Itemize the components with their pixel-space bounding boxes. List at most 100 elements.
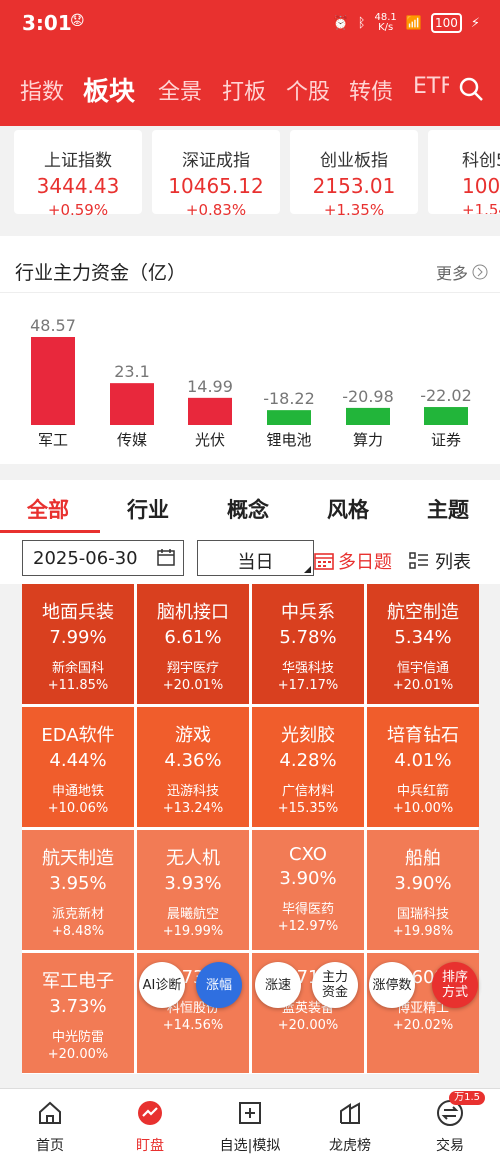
tile-sector-pct: 3.90% bbox=[279, 868, 337, 889]
nav-tab-bond[interactable]: 转债 bbox=[349, 80, 394, 105]
seg-tab-industry[interactable]: 行业 bbox=[127, 498, 169, 522]
index-name: 深证成指 bbox=[182, 151, 250, 171]
index-change: +0.83% bbox=[185, 201, 247, 219]
bottom-nav-trade[interactable]: 交易 万1.5 bbox=[405, 1089, 495, 1159]
fund-more-link[interactable]: 更多 bbox=[436, 260, 488, 284]
dropdown-corner-icon bbox=[304, 566, 311, 573]
tile-sector-name: 军工电子 bbox=[42, 971, 114, 992]
index-value: 3444.43 bbox=[36, 174, 120, 198]
multi-day-toggle[interactable]: 多日题 bbox=[314, 548, 392, 574]
index-card-cyb[interactable]: 创业板指 2153.01 +1.35% bbox=[290, 130, 418, 219]
index-card-sh[interactable]: 上证指数 3444.43 +0.59% bbox=[14, 130, 142, 219]
fund-flow-panel: 行业主力资金（亿） 更多 48.57 军工 23.1 传媒 14.99 光伏 -18.22 锂… bbox=[0, 236, 500, 464]
sector-tile[interactable]: 中兵系 5.78% 华强科技 +17.17% bbox=[252, 584, 364, 704]
sector-tile[interactable]: 游戏 4.36% 迅游科技 +13.24% bbox=[137, 707, 249, 827]
nav-tab-stock[interactable]: 个股 bbox=[286, 80, 331, 105]
list-view-toggle[interactable]: 列表 bbox=[409, 548, 471, 574]
chevron-right-icon bbox=[472, 264, 488, 280]
sector-tile[interactable]: 航天制造 3.95% 派克新材 +8.48% bbox=[22, 830, 134, 950]
tile-sector-name: 航空制造 bbox=[387, 602, 459, 623]
bar-category-label: 证券 bbox=[431, 431, 461, 449]
period-select[interactable]: 当日 bbox=[197, 540, 314, 576]
sort-by-limit-label: 涨停数 bbox=[372, 977, 412, 993]
tile-lead-stock: 派克新材 bbox=[51, 907, 104, 922]
index-change: +1.54 bbox=[462, 201, 500, 214]
tile-lead-stock-pct: +8.48% bbox=[51, 924, 105, 939]
sector-tile[interactable]: 地面兵装 7.99% 新余国科 +11.85% bbox=[22, 584, 134, 704]
search-icon[interactable] bbox=[458, 76, 484, 102]
tile-lead-stock: 恒宇信通 bbox=[396, 661, 449, 676]
tile-lead-stock: 国瑞科技 bbox=[396, 907, 449, 922]
bar-value-label: 23.1 bbox=[114, 362, 150, 381]
building-icon bbox=[340, 1102, 360, 1124]
notification-icon: 😟 bbox=[70, 13, 85, 29]
tile-sector-pct: 4.01% bbox=[394, 750, 452, 771]
net-speed-value: 48.1 bbox=[374, 12, 397, 23]
segment-tabs: 全部 行业 概念 风格 主题 bbox=[0, 480, 500, 536]
add-square-icon bbox=[239, 1102, 261, 1124]
bottom-nav-watch[interactable]: 盯盘 bbox=[105, 1089, 195, 1159]
sector-heatmap: 地面兵装 7.99% 新余国科 +11.85% 脑机接口 6.61% 翔宇医疗 +20.01%… bbox=[22, 584, 479, 1074]
wifi-icon: 📶 bbox=[405, 15, 422, 31]
seg-tab-theme[interactable]: 主题 bbox=[427, 498, 469, 522]
active-tab-underline bbox=[0, 530, 100, 533]
seg-tab-concept[interactable]: 概念 bbox=[227, 498, 269, 522]
nav-tab-limit[interactable]: 打板 bbox=[222, 80, 267, 105]
tile-sector-name: 中兵系 bbox=[281, 602, 335, 623]
bottom-nav-label: 首页 bbox=[36, 1138, 64, 1154]
tile-sector-pct: 4.36% bbox=[164, 750, 222, 771]
sector-tile[interactable]: 光刻胶 4.28% 广信材料 +15.35% bbox=[252, 707, 364, 827]
tile-lead-stock-pct: +13.24% bbox=[162, 801, 224, 816]
tile-sector-pct: 3.95% bbox=[49, 873, 107, 894]
tile-lead-stock: 中光防雷 bbox=[51, 1030, 104, 1045]
net-speed-unit: K/s bbox=[378, 22, 394, 33]
sort-by-limit-button[interactable]: 涨停数 bbox=[369, 962, 415, 1008]
nav-tab-index[interactable]: 指数 bbox=[20, 80, 65, 105]
tile-sector-name: EDA软件 bbox=[41, 725, 115, 746]
tile-sector-pct: 5.34% bbox=[394, 627, 452, 648]
tile-lead-stock-pct: +20.00% bbox=[277, 1018, 339, 1033]
bottom-nav-home[interactable]: 首页 bbox=[5, 1089, 95, 1159]
nav-tab-sector[interactable]: 板块 bbox=[83, 77, 136, 107]
seg-tab-style[interactable]: 风格 bbox=[327, 498, 369, 522]
bottom-nav-watchlist[interactable]: 自选|模拟 bbox=[205, 1089, 295, 1159]
home-icon bbox=[39, 1101, 61, 1124]
bar-value-label: -22.02 bbox=[420, 386, 472, 405]
sort-by-fund-button[interactable]: 主力资金 bbox=[312, 962, 358, 1008]
tile-sector-name: 无人机 bbox=[166, 848, 220, 869]
sort-mode-button[interactable]: 排序方式 bbox=[432, 962, 478, 1008]
bar-4 bbox=[346, 407, 390, 425]
sector-tile[interactable]: 船舶 3.90% 国瑞科技 +19.98% bbox=[367, 830, 479, 950]
bar-value-label: 14.99 bbox=[187, 377, 233, 396]
sector-tile[interactable]: 军工电子 3.73% 中光防雷 +20.00% bbox=[22, 953, 134, 1073]
tile-sector-name: 培育钻石 bbox=[387, 725, 459, 746]
seg-tab-all[interactable]: 全部 bbox=[27, 498, 69, 522]
nav-tab-etf[interactable]: ETF bbox=[413, 74, 449, 99]
sector-tile[interactable]: 航空制造 5.34% 恒宇信通 +20.01% bbox=[367, 584, 479, 704]
sort-by-gain-button[interactable]: 涨幅 bbox=[196, 962, 242, 1008]
bottom-nav-dragon[interactable]: 龙虎榜 bbox=[305, 1089, 395, 1159]
bottom-nav: 首页 盯盘 自选|模拟 龙虎榜 交易 万1.5 bbox=[0, 1088, 500, 1159]
sector-tile[interactable]: 培育钻石 4.01% 中兵红箭 +10.00% bbox=[367, 707, 479, 827]
index-card-kc[interactable]: 科创5 1003 +1.54 bbox=[428, 130, 500, 214]
index-name: 上证指数 bbox=[44, 151, 112, 171]
index-value: 1003 bbox=[462, 174, 500, 198]
bar-category-label: 传媒 bbox=[117, 431, 147, 449]
sector-tile[interactable]: CXO 3.90% 毕得医药 +12.97% bbox=[252, 830, 364, 950]
tile-sector-pct: 4.28% bbox=[279, 750, 337, 771]
sort-mode-label: 排序方式 bbox=[441, 970, 468, 1000]
ai-diagnose-button[interactable]: AI诊断 bbox=[139, 962, 185, 1008]
sector-tile[interactable]: EDA软件 4.44% 申通地铁 +10.06% bbox=[22, 707, 134, 827]
nav-tab-panorama[interactable]: 全景 bbox=[158, 80, 203, 105]
tile-lead-stock: 迅游科技 bbox=[166, 784, 219, 799]
date-picker[interactable]: 2025-06-30 bbox=[22, 540, 184, 576]
sector-tile[interactable]: 脑机接口 6.61% 翔宇医疗 +20.01% bbox=[137, 584, 249, 704]
sector-tile[interactable]: 无人机 3.93% 晨曦航空 +19.99% bbox=[137, 830, 249, 950]
divider bbox=[0, 292, 500, 293]
sort-by-speed-button[interactable]: 涨速 bbox=[255, 962, 301, 1008]
index-card-sz[interactable]: 深证成指 10465.12 +0.83% bbox=[152, 130, 280, 219]
top-header: 3:01 😟 ⏰ ᛒ 48.1 K/s 📶 100 ⚡ 指数 板块 全景 打板 个… bbox=[0, 0, 500, 126]
status-time: 3:01 bbox=[22, 11, 72, 35]
tile-lead-stock-pct: +10.00% bbox=[392, 801, 454, 816]
index-value: 2153.01 bbox=[312, 174, 396, 198]
